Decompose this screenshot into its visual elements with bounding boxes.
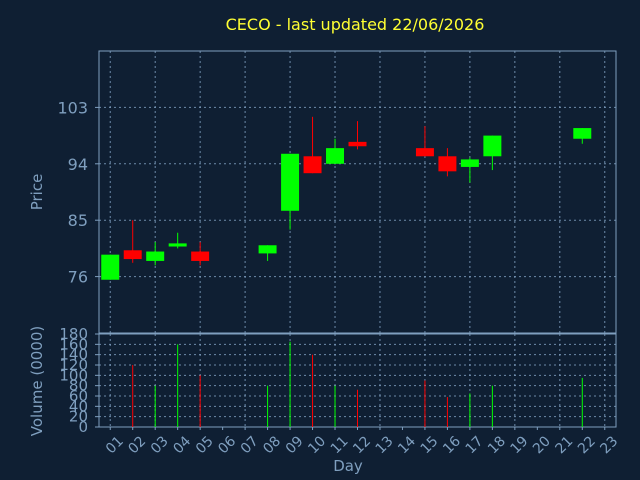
day-tick-label: 18 xyxy=(485,433,509,457)
volume-tick-label: 160 xyxy=(59,335,88,353)
price-tick-label: 76 xyxy=(68,268,88,287)
volume-tick-label: 120 xyxy=(59,356,88,374)
candle-body xyxy=(146,251,165,261)
day-tick-label: 05 xyxy=(193,433,217,457)
volume-axis-label: Volume (0000) xyxy=(28,326,46,436)
price-panel-frame xyxy=(98,50,617,334)
price-axis-label: Price xyxy=(28,174,46,211)
candle-body xyxy=(303,156,322,174)
volume-tick-label: 60 xyxy=(69,387,88,405)
candle-body xyxy=(348,141,367,147)
day-tick-label: 08 xyxy=(260,433,284,457)
day-tick-label: 17 xyxy=(463,433,487,457)
volume-tick-label: 140 xyxy=(59,346,88,364)
volume-tick-label: 180 xyxy=(59,325,88,343)
day-tick-label: 04 xyxy=(170,433,194,457)
candle-body xyxy=(101,254,120,280)
price-tick-label: 85 xyxy=(68,211,88,230)
day-tick-label: 03 xyxy=(148,433,172,457)
candle-body xyxy=(258,245,277,254)
candle-body xyxy=(460,159,479,167)
price-y-ticks: 76 85 94 103 xyxy=(57,98,99,287)
chart-title: CECO - last updated 22/06/2026 xyxy=(226,15,485,34)
candlestick-series xyxy=(101,116,592,280)
day-tick-label: 06 xyxy=(215,433,239,457)
day-tick-label: 22 xyxy=(575,433,599,457)
day-tick-label: 13 xyxy=(373,433,397,457)
volume-tick-label: 0 xyxy=(78,418,88,436)
day-axis-label: Day xyxy=(333,457,363,475)
day-tick-label: 23 xyxy=(597,433,621,457)
day-tick-label: 02 xyxy=(125,433,149,457)
day-tick-label: 20 xyxy=(530,433,554,457)
day-tick-label: 07 xyxy=(238,433,262,457)
day-tick-label: 16 xyxy=(440,433,464,457)
day-tick-label: 14 xyxy=(395,433,419,457)
day-tick-label: 12 xyxy=(350,433,374,457)
candle-body xyxy=(438,156,457,172)
candle-body xyxy=(191,251,210,261)
day-tick-label: 15 xyxy=(418,433,442,457)
candle-body xyxy=(415,148,434,157)
volume-tick-label: 100 xyxy=(59,366,88,384)
day-tick-label: 19 xyxy=(508,433,532,457)
candle-body xyxy=(123,250,142,260)
price-grid xyxy=(99,51,616,333)
volume-tick-label: 40 xyxy=(69,397,88,415)
candle-body xyxy=(326,148,345,164)
candle-body xyxy=(573,128,592,139)
day-tick-label: 11 xyxy=(328,433,352,457)
day-tick-label: 21 xyxy=(552,433,576,457)
volume-series xyxy=(132,341,583,427)
volume-tick-label: 80 xyxy=(69,377,88,395)
candle-body xyxy=(168,243,187,247)
x-ticks: 0102030405060708091011121314151617181920… xyxy=(103,427,621,457)
day-tick-label: 10 xyxy=(305,433,329,457)
candle-body xyxy=(281,153,300,211)
price-tick-label: 103 xyxy=(57,98,88,117)
volume-tick-label: 20 xyxy=(69,408,88,426)
price-tick-label: 94 xyxy=(68,155,88,174)
day-tick-label: 09 xyxy=(283,433,307,457)
candle-body xyxy=(483,135,502,157)
day-tick-label: 01 xyxy=(103,433,127,457)
